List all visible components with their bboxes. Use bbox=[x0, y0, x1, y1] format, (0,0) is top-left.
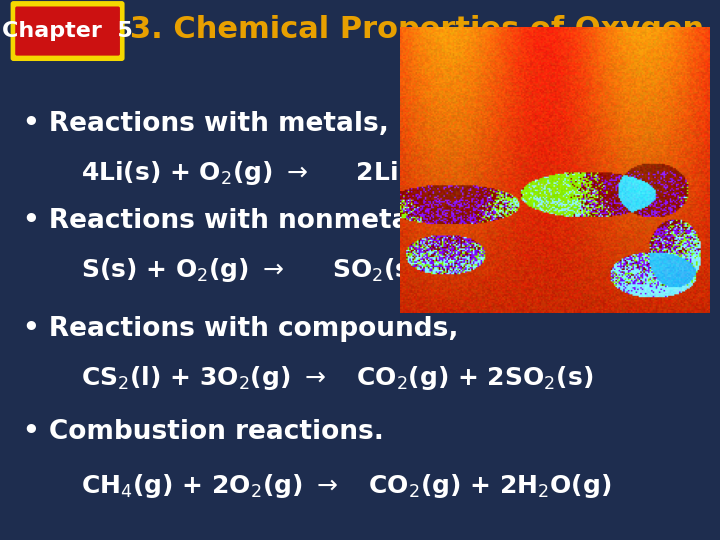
Text: Chapter  5: Chapter 5 bbox=[2, 21, 133, 41]
Text: • Combustion reactions.: • Combustion reactions. bbox=[23, 419, 384, 445]
Text: 4Li(s) + O$_2$(g) $\rightarrow$     2Li$_2$O(s): 4Li(s) + O$_2$(g) $\rightarrow$ 2Li$_2$O… bbox=[81, 159, 468, 187]
Text: 3. Chemical Properties of Oxygen: 3. Chemical Properties of Oxygen bbox=[130, 15, 704, 44]
FancyBboxPatch shape bbox=[15, 6, 120, 56]
FancyBboxPatch shape bbox=[11, 1, 125, 61]
Text: • Reactions with metals,: • Reactions with metals, bbox=[23, 111, 389, 137]
Text: CS$_2$(l) + 3O$_2$(g) $\rightarrow$   CO$_2$(g) + 2SO$_2$(s): CS$_2$(l) + 3O$_2$(g) $\rightarrow$ CO$_… bbox=[81, 364, 593, 392]
Text: • Reactions with compounds,: • Reactions with compounds, bbox=[23, 316, 458, 342]
Text: CH$_4$(g) + 2O$_2$(g) $\rightarrow$   CO$_2$(g) + 2H$_2$O(g): CH$_4$(g) + 2O$_2$(g) $\rightarrow$ CO$_… bbox=[81, 472, 611, 500]
Text: S(s) + O$_2$(g) $\rightarrow$     SO$_2$(s): S(s) + O$_2$(g) $\rightarrow$ SO$_2$(s) bbox=[81, 256, 420, 284]
Text: • Reactions with nonmetals,: • Reactions with nonmetals, bbox=[23, 208, 444, 234]
